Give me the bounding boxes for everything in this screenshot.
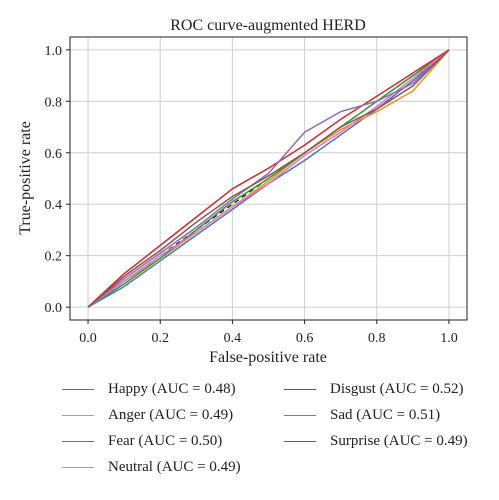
legend-item-happy: Happy (AUC = 0.48) bbox=[62, 376, 241, 402]
legend-item-sad: Sad (AUC = 0.51) bbox=[284, 402, 468, 428]
series-line-disgust bbox=[87, 49, 450, 308]
legend-label: Neutral (AUC = 0.49) bbox=[108, 458, 241, 475]
legend-label: Surprise (AUC = 0.49) bbox=[330, 432, 468, 449]
y-axis-label: True-positive rate bbox=[17, 121, 34, 235]
y-tick-label: 0.0 bbox=[45, 301, 63, 316]
legend-swatch bbox=[62, 466, 94, 468]
x-tick-label: 0.2 bbox=[151, 331, 169, 346]
x-tick-label: 0.0 bbox=[79, 331, 97, 346]
chart-title: ROC curve-augmented HERD bbox=[170, 17, 366, 34]
legend-swatch bbox=[284, 388, 316, 390]
roc-chart: ROC curve-augmented HERD 0.0 0.2 0.4 0.6 0.8… bbox=[17, 17, 468, 366]
y-ticks: 0.0 0.2 0.4 0.6 0.8 1.0 bbox=[45, 44, 70, 316]
legend-label: Sad (AUC = 0.51) bbox=[330, 406, 441, 423]
legend-swatch bbox=[62, 414, 94, 416]
series-line-sad bbox=[87, 49, 450, 308]
legend-swatch bbox=[62, 440, 94, 442]
legend-item-fear: Fear (AUC = 0.50) bbox=[62, 428, 241, 454]
legend-item-disgust: Disgust (AUC = 0.52) bbox=[284, 376, 468, 402]
series-line-neutral bbox=[87, 49, 450, 308]
x-ticks: 0.0 0.2 0.4 0.6 0.8 1.0 bbox=[79, 320, 458, 346]
grid bbox=[70, 37, 467, 320]
x-tick-label: 0.6 bbox=[296, 331, 314, 346]
y-tick-label: 0.6 bbox=[45, 147, 63, 162]
legend-item-anger: Anger (AUC = 0.49) bbox=[62, 402, 241, 428]
y-tick-label: 0.2 bbox=[45, 250, 63, 265]
legend-label: Fear (AUC = 0.50) bbox=[108, 432, 223, 449]
legend-swatch bbox=[284, 414, 316, 416]
y-tick-label: 0.4 bbox=[45, 198, 63, 213]
legend-column-right: Disgust (AUC = 0.52) Sad (AUC = 0.51) Surp… bbox=[284, 376, 468, 454]
legend-swatch bbox=[284, 440, 316, 442]
legend-item-neutral: Neutral (AUC = 0.49) bbox=[62, 454, 241, 480]
x-tick-label: 0.4 bbox=[224, 331, 242, 346]
series-lines bbox=[87, 49, 450, 308]
series-line-fear bbox=[87, 49, 450, 308]
legend-swatch bbox=[62, 388, 94, 390]
legend-column-left: Happy (AUC = 0.48) Anger (AUC = 0.49) Fear… bbox=[62, 376, 241, 480]
y-tick-label: 0.8 bbox=[45, 95, 63, 110]
series-line-surprise bbox=[87, 49, 450, 308]
legend-label: Happy (AUC = 0.48) bbox=[108, 380, 236, 397]
plot-frame bbox=[69, 36, 468, 321]
x-axis-label: False-positive rate bbox=[209, 349, 327, 366]
y-tick-label: 1.0 bbox=[45, 44, 63, 59]
x-tick-label: 0.8 bbox=[368, 331, 386, 346]
legend-label: Disgust (AUC = 0.52) bbox=[330, 380, 464, 397]
legend-item-surprise: Surprise (AUC = 0.49) bbox=[284, 428, 468, 454]
legend-label: Anger (AUC = 0.49) bbox=[108, 406, 234, 423]
x-tick-label: 1.0 bbox=[440, 331, 458, 346]
